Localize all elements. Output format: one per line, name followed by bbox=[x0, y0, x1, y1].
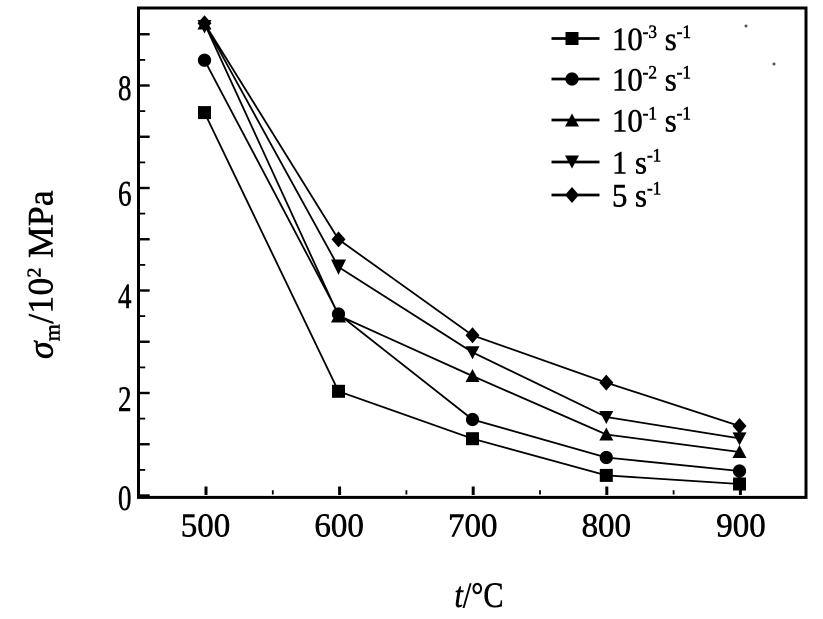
svg-text:t/°C: t/°C bbox=[455, 576, 504, 616]
svg-text:700: 700 bbox=[448, 507, 497, 545]
svg-text:0: 0 bbox=[118, 478, 131, 518]
svg-text:5 s-1: 5 s-1 bbox=[612, 178, 661, 214]
svg-text:10-3 s-1: 10-3 s-1 bbox=[612, 21, 691, 57]
svg-text:800: 800 bbox=[582, 507, 631, 545]
svg-text:10-1 s-1: 10-1 s-1 bbox=[612, 103, 691, 139]
svg-text:500: 500 bbox=[181, 507, 230, 545]
svg-text:6: 6 bbox=[118, 174, 131, 214]
svg-text:900: 900 bbox=[716, 507, 765, 545]
svg-text:8: 8 bbox=[118, 68, 131, 108]
svg-text:4: 4 bbox=[118, 276, 132, 316]
svg-text:10-2 s-1: 10-2 s-1 bbox=[612, 62, 691, 98]
svg-text:σm/102 MPa: σm/102 MPa bbox=[21, 190, 65, 359]
svg-text:1 s-1: 1 s-1 bbox=[612, 145, 661, 181]
svg-text:600: 600 bbox=[314, 507, 363, 545]
svg-text:2: 2 bbox=[118, 379, 131, 419]
